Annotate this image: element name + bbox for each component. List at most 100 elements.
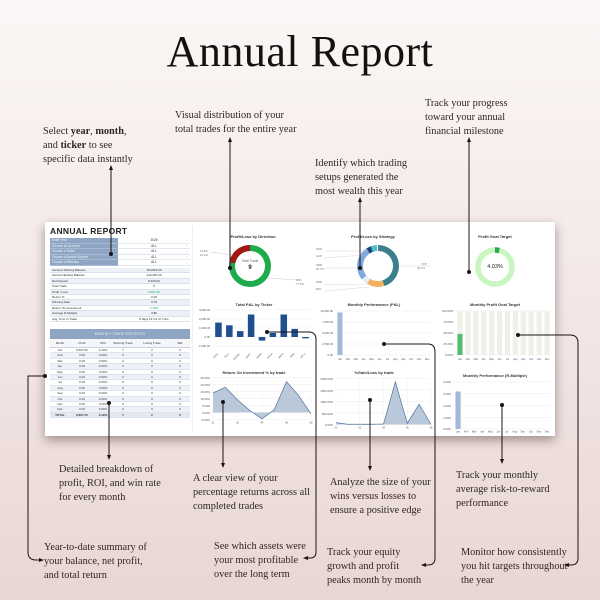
svg-text:Apr: Apr bbox=[362, 358, 366, 361]
chart-profit-goal: Profit Goal Target 4.03% bbox=[435, 230, 555, 296]
svg-text:AAPL: AAPL bbox=[213, 352, 220, 359]
divider bbox=[192, 226, 193, 432]
svg-text:Oct: Oct bbox=[529, 431, 533, 434]
summary-row: Return % 0.06 bbox=[50, 295, 190, 301]
svg-text:Aug: Aug bbox=[393, 358, 398, 361]
monthly-row: Dec 0.00 0.00% 0 0 0 bbox=[50, 407, 190, 413]
monthly-row: Sep 0.00 0.00% 0 0 0 bbox=[50, 391, 190, 397]
svg-text:Nov: Nov bbox=[537, 431, 542, 434]
dashboard-title: ANNUAL REPORT bbox=[50, 226, 128, 236]
monthly-stats-header: MONTHLY TRADE STATISTICS bbox=[50, 329, 190, 339]
monthly-row: Mar 0.00 0.00% 0 0 0 bbox=[50, 359, 190, 365]
monthly-row: Oct 0.00 0.00% 0 0 0 bbox=[50, 396, 190, 402]
chart-roi-by-trade: Return On Investment % by trade 25.00% 2… bbox=[200, 370, 313, 425]
svg-text:Nov: Nov bbox=[537, 358, 542, 361]
svg-text:Mar: Mar bbox=[474, 358, 478, 361]
svg-text:Aug: Aug bbox=[512, 431, 517, 434]
filter-direction[interactable]: Choose a Direction ALL bbox=[50, 260, 190, 266]
summary-row: Winning Rate 0.78 bbox=[50, 300, 190, 306]
svg-text:AMD: AMD bbox=[289, 352, 295, 358]
svg-text:Apr: Apr bbox=[482, 358, 486, 361]
svg-text:Jun: Jun bbox=[498, 358, 503, 361]
svg-text:Dec: Dec bbox=[545, 431, 550, 434]
monthly-row: Jun 0.00 0.00% 0 0 0 bbox=[50, 374, 190, 381]
svg-text:06: 06 bbox=[406, 427, 409, 430]
summary-row: Avg. Time in Trade 8 days 13 hrs 37 mins bbox=[50, 317, 190, 322]
annotation-track-monthly: Track your monthly average risk-to-reward… bbox=[456, 470, 550, 509]
svg-text:02: 02 bbox=[236, 422, 239, 425]
summary-row: Return On Investment 3.19% bbox=[50, 306, 190, 312]
chart-monthly-r-multiple: Monthly Performance (R-Multiple) 4.00% 3… bbox=[443, 373, 551, 434]
svg-text:Jan: Jan bbox=[456, 431, 461, 434]
page-title: Annual Report bbox=[166, 27, 434, 76]
svg-text:May: May bbox=[369, 358, 374, 361]
monthly-stats-table: MONTHLY TRADE STATISTICS Month Profit ROI W… bbox=[50, 329, 190, 419]
svg-text:AMZN: AMZN bbox=[256, 352, 263, 359]
svg-text:Nov: Nov bbox=[417, 358, 422, 361]
svg-text:META: META bbox=[278, 352, 285, 359]
svg-text:Oct: Oct bbox=[409, 358, 413, 361]
svg-text:GOOGL: GOOGL bbox=[233, 352, 242, 361]
monthly-row: May 0.00 0.00% 0 0 0 bbox=[50, 370, 190, 375]
svg-text:Aug: Aug bbox=[513, 358, 518, 361]
svg-text:04: 04 bbox=[382, 427, 385, 430]
svg-text:Mar: Mar bbox=[354, 358, 358, 361]
summary-table: Account Starting Balance 154,819.00 Accou… bbox=[50, 268, 190, 322]
annotation-equity: Track your equity growth and profit peaks … bbox=[327, 547, 422, 586]
chart-direction: Profit/Loss by Direction LOSS 22.2% WIN … bbox=[200, 234, 304, 287]
annotation-visual-distribution: Visual distribution of your total trades … bbox=[175, 110, 297, 135]
summary-row: Profit / Loss 9,667.50 bbox=[50, 289, 190, 295]
svg-text:04: 04 bbox=[261, 422, 264, 425]
svg-text:01: 01 bbox=[212, 422, 215, 425]
svg-text:Feb: Feb bbox=[466, 358, 471, 361]
svg-text:Feb: Feb bbox=[464, 431, 469, 434]
svg-text:Sep: Sep bbox=[521, 358, 526, 361]
svg-text:06: 06 bbox=[285, 422, 288, 425]
summary-row: Account Starting Balance 154,819.00 bbox=[50, 268, 190, 274]
total-trade-value: 9 bbox=[248, 265, 252, 271]
annotation-select-filters: Select year, month, and ticker to see sp… bbox=[43, 126, 133, 165]
svg-text:NFLX: NFLX bbox=[300, 352, 307, 359]
summary-row: Average R-Multiple 3.86 bbox=[50, 311, 190, 317]
monthly-row: Apr 0.00 0.00% 0 0 0 bbox=[50, 364, 190, 370]
chart-monthly-goal: Monthly Profit Goal Target 100.00% 75.00… bbox=[441, 302, 551, 361]
summary-row: Net Deposit 8,300.00 bbox=[50, 278, 190, 285]
svg-text:May: May bbox=[488, 431, 493, 434]
monthly-total-row: TOTAL 9,667.50 3.19% 7 2 0 bbox=[50, 412, 190, 419]
svg-text:Jun: Jun bbox=[496, 431, 501, 434]
svg-text:Mar: Mar bbox=[472, 431, 476, 434]
monthly-row: Nov 0.00 0.00% 0 0 0 bbox=[50, 402, 190, 408]
monthly-row: Jul 0.00 0.00% 0 0 0 bbox=[50, 380, 190, 386]
svg-text:Sep: Sep bbox=[401, 358, 406, 361]
annotation-assets: See which assets were your most profitabl… bbox=[214, 541, 306, 580]
annotation-track-progress: Track your progress toward your annual fin… bbox=[425, 98, 508, 137]
goal-percentage: 4.03% bbox=[487, 264, 503, 270]
annotation-analyze-size: Analyze the size of your wins versus loss… bbox=[330, 477, 431, 516]
svg-text:Jul: Jul bbox=[505, 431, 509, 434]
summary-row: Account Ending Balance 144,487.00 bbox=[50, 273, 190, 279]
svg-text:May: May bbox=[489, 358, 494, 361]
annotation-ytd-summary: Year-to-date summary of your balance, net… bbox=[44, 542, 147, 581]
svg-text:MSFT: MSFT bbox=[245, 352, 252, 359]
monthly-row: Feb 0.00 0.00% 0 0 0 bbox=[50, 353, 190, 359]
svg-text:NVDA: NVDA bbox=[267, 352, 274, 359]
annotation-clear-view: A clear view of your percentage returns a… bbox=[193, 473, 310, 512]
chart-gain-loss-by-trade: %Gain/Loss by trade 2000.00% 1500.00% 10… bbox=[320, 370, 433, 430]
svg-text:Jul: Jul bbox=[506, 358, 510, 361]
svg-text:Oct: Oct bbox=[529, 358, 533, 361]
svg-text:Jan: Jan bbox=[458, 358, 463, 361]
svg-text:Feb: Feb bbox=[346, 358, 351, 361]
svg-text:02: 02 bbox=[358, 427, 361, 430]
chart-pnl-by-ticker: Total P&L by Ticker 3,000.00 2,000.00 1,… bbox=[193, 299, 315, 365]
monthly-stats-columns: Month Profit ROI Winning Trade Losing Trade B… bbox=[50, 339, 190, 348]
svg-text:08: 08 bbox=[430, 427, 433, 430]
svg-text:Sep: Sep bbox=[520, 431, 525, 434]
annotation-detailed-breakdown: Detailed breakdown of profit, ROI, and wi… bbox=[59, 464, 161, 503]
svg-text:Jun: Jun bbox=[378, 358, 383, 361]
direction-select[interactable]: ALL bbox=[118, 260, 190, 266]
total-trade-label: Total Trade bbox=[241, 259, 259, 263]
svg-text:Jan: Jan bbox=[338, 358, 343, 361]
monthly-row: Jan 9,667.50 3.19% 7 2 0 bbox=[50, 348, 190, 354]
